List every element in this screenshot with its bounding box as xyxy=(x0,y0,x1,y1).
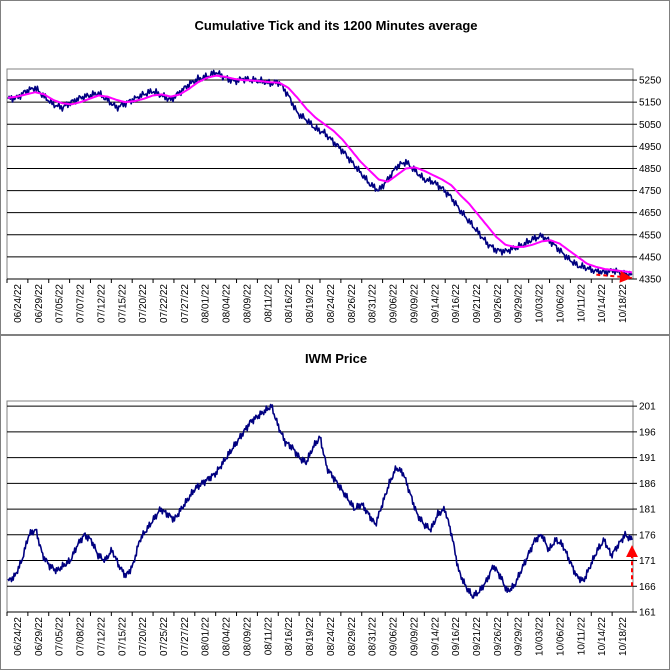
y-tick-label: 5250 xyxy=(639,76,662,87)
x-tick-label: 07/20/22 xyxy=(138,617,149,656)
x-tick-label: 10/18/22 xyxy=(618,284,629,323)
x-tick-label: 07/12/22 xyxy=(96,284,107,323)
x-tick-label: 08/31/22 xyxy=(368,617,379,656)
x-tick-label: 08/19/22 xyxy=(305,617,316,656)
y-tick-label: 4650 xyxy=(639,208,662,219)
x-tick-label: 09/29/22 xyxy=(514,617,525,656)
plot-area xyxy=(6,68,634,280)
series-line xyxy=(7,403,633,599)
x-tick-label: 08/31/22 xyxy=(368,284,379,323)
x-tick-label: 09/14/22 xyxy=(430,284,441,323)
x-tick-label: 09/29/22 xyxy=(514,284,525,323)
x-tick-label: 07/05/22 xyxy=(55,617,66,656)
x-tick-label: 08/01/22 xyxy=(201,617,212,656)
x-tick-label: 06/24/22 xyxy=(13,617,24,656)
x-tick-label: 07/08/22 xyxy=(76,617,87,656)
x-tick-label: 09/14/22 xyxy=(430,617,441,656)
y-tick-label: 171 xyxy=(639,556,656,567)
x-tick-label: 10/11/22 xyxy=(576,284,587,323)
x-tick-label: 10/06/22 xyxy=(555,617,566,656)
x-tick-label: 09/06/22 xyxy=(389,617,400,656)
x-tick-label: 10/06/22 xyxy=(555,284,566,323)
x-tick-label: 08/11/22 xyxy=(263,617,274,656)
iwm-chart-panel: IWM Price 161 166 171 176 181 186 191 196 201 06/… xyxy=(0,335,670,670)
x-tick-label: 09/26/22 xyxy=(493,617,504,656)
x-tick-label: 09/16/22 xyxy=(451,284,462,323)
y-tick-label: 161 xyxy=(639,608,656,619)
x-tick-label: 09/21/22 xyxy=(472,284,483,323)
y-tick-label: 181 xyxy=(639,505,656,516)
x-tick-label: 07/25/22 xyxy=(159,617,170,656)
x-tick-label: 07/20/22 xyxy=(138,284,149,323)
tick-chart-title: Cumulative Tick and its 1200 Minutes ave… xyxy=(194,18,478,33)
x-tick-label: 10/11/22 xyxy=(576,617,587,656)
x-tick-label: 10/18/22 xyxy=(618,617,629,656)
x-tick-label: 08/16/22 xyxy=(284,617,295,656)
x-tick-label: 10/14/22 xyxy=(597,617,608,656)
y-tick-label: 4350 xyxy=(639,275,662,286)
x-tick-label: 09/09/22 xyxy=(409,617,420,656)
x-tick-label: 07/22/22 xyxy=(159,284,170,323)
y-tick-label: 186 xyxy=(639,479,656,490)
x-tick-label: 08/19/22 xyxy=(305,284,316,323)
x-tick-label: 08/01/22 xyxy=(201,284,212,323)
y-tick-label: 191 xyxy=(639,453,656,464)
x-tick-label: 10/03/22 xyxy=(535,284,546,323)
x-tick-label: 06/29/22 xyxy=(34,617,45,656)
x-tick-label: 09/06/22 xyxy=(389,284,400,323)
y-tick-label: 4850 xyxy=(639,164,662,175)
x-tick-label: 07/27/22 xyxy=(180,284,191,323)
x-tick-label: 07/12/22 xyxy=(96,617,107,656)
x-tick-label: 09/16/22 xyxy=(451,617,462,656)
y-tick-label: 4450 xyxy=(639,252,662,263)
x-tick-label: 06/29/22 xyxy=(34,284,45,323)
x-tick-label: 07/27/22 xyxy=(180,617,191,656)
x-tick-label: 09/21/22 xyxy=(472,617,483,656)
x-tick-label: 08/26/22 xyxy=(347,284,358,323)
x-tick-label: 07/05/22 xyxy=(55,284,66,323)
x-tick-label: 07/15/22 xyxy=(117,617,128,656)
x-tick-label: 08/09/22 xyxy=(242,617,253,656)
x-tick-label: 07/15/22 xyxy=(117,284,128,323)
x-tick-label: 08/09/22 xyxy=(242,284,253,323)
x-tick-label: 08/11/22 xyxy=(263,284,274,323)
y-tick-label: 5150 xyxy=(639,98,662,109)
x-tick-label: 09/26/22 xyxy=(493,284,504,323)
y-tick-label: 201 xyxy=(639,402,656,413)
y-tick-label: 5050 xyxy=(639,120,662,131)
y-tick-label: 176 xyxy=(639,530,656,541)
x-tick-label: 08/24/22 xyxy=(326,284,337,323)
x-tick-label: 08/24/22 xyxy=(326,617,337,656)
tick-chart: 4350 4450 4550 4650 4750 4850 4950 5050 5150 5250… xyxy=(6,68,662,323)
x-tick-label: 08/29/22 xyxy=(347,617,358,656)
y-tick-label: 4950 xyxy=(639,142,662,153)
x-tick-label: 10/14/22 xyxy=(597,284,608,323)
x-tick-label: 08/04/22 xyxy=(222,617,233,656)
y-tick-label: 196 xyxy=(639,427,656,438)
x-tick-label: 06/24/22 xyxy=(13,284,24,323)
series-line xyxy=(7,74,633,274)
y-tick-label: 166 xyxy=(639,582,656,593)
x-tick-label: 07/07/22 xyxy=(76,284,87,323)
x-tick-label: 08/04/22 xyxy=(222,284,233,323)
y-tick-label: 4550 xyxy=(639,230,662,241)
plot-area xyxy=(6,400,634,613)
y-tick-label: 4750 xyxy=(639,186,662,197)
x-tick-label: 08/16/22 xyxy=(284,284,295,323)
x-tick-label: 10/03/22 xyxy=(535,617,546,656)
series-line xyxy=(7,69,633,278)
tick-chart-panel: Cumulative Tick and its 1200 Minutes ave… xyxy=(0,0,670,335)
iwm-chart-title: IWM Price xyxy=(304,351,368,366)
x-tick-label: 09/09/22 xyxy=(409,284,420,323)
annotation-arrow xyxy=(596,270,633,283)
iwm-chart: 161 166 171 176 181 186 191 196 201 06/24/22 06/29… xyxy=(6,400,656,656)
